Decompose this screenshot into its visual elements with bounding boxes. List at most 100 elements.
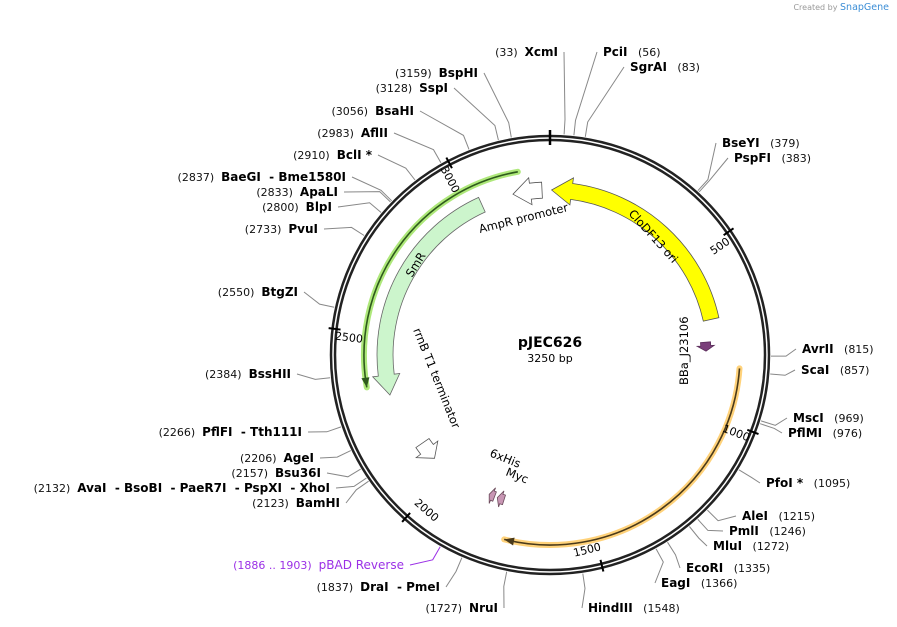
site-leader-line [393, 132, 442, 164]
site-leader-line [483, 72, 512, 138]
site-name: BlpI [306, 200, 332, 214]
site-msci[interactable]: MscI (969) [760, 411, 864, 426]
site-name: pBAD Reverse [319, 558, 404, 572]
site-name: SspI [419, 81, 448, 95]
site-position: (1215) [768, 510, 815, 523]
feature-arrow-myc[interactable] [496, 490, 507, 508]
tick-mark [746, 428, 759, 436]
feature-line[interactable] [504, 368, 741, 546]
site-label: (2206) AgeI [240, 451, 314, 465]
site-name: AgeI [284, 451, 314, 465]
tick-mark [445, 157, 453, 169]
site-position: (56) [628, 46, 661, 59]
site-label: AvrII (815) [802, 342, 874, 356]
site-aflii[interactable]: (2983) AflII [317, 126, 442, 164]
site-alei[interactable]: AleI (1215) [707, 509, 815, 523]
site-apali[interactable]: (2833) ApaLI [256, 185, 391, 203]
site-bsshii[interactable]: (2384) BssHII [205, 367, 331, 381]
site-label: EagI (1366) [661, 576, 737, 590]
site-leader-line [707, 509, 737, 522]
feature-arrowhead [361, 377, 370, 388]
site-sspi[interactable]: (3128) SspI [376, 81, 499, 141]
site-label: (2157) Bsu36I [231, 466, 321, 480]
site-label: (1727) NruI [425, 601, 498, 615]
site-pflfi[interactable]: (2266) PflFI - Tth111I [159, 425, 342, 439]
site-position: (1727) [425, 602, 469, 615]
feature-arrow-smr[interactable] [371, 196, 486, 396]
site-label: (33) XcmI [495, 45, 558, 59]
site-pbad[interactable]: (1886 .. 1903) pBAD Reverse [233, 546, 441, 572]
site-pvui[interactable]: (2733) PvuI [245, 222, 365, 236]
site-name: PfoI * [766, 476, 804, 490]
site-scai[interactable]: ScaI (857) [770, 363, 869, 377]
feature-label-ampr-promoter: AmpR promoter [477, 200, 569, 236]
site-label: (2384) BssHII [205, 367, 291, 381]
site-label: (2123) BamHI [252, 496, 340, 510]
site-pspfi[interactable]: PspFI (383) [698, 151, 811, 193]
site-name: BclI * [337, 148, 373, 162]
site-nrui[interactable]: (1727) NruI [425, 571, 508, 615]
site-baegi[interactable]: (2837) BaeGI - Bme1580I [178, 170, 393, 202]
site-leader-line [319, 450, 352, 459]
feature-line[interactable] [363, 171, 518, 388]
features-layer [360, 168, 743, 548]
site-position: (3128) [376, 82, 420, 95]
site-eagi[interactable]: EagI (1366) [654, 548, 737, 590]
site-label: PfoI * (1095) [766, 476, 850, 490]
site-label: (2733) PvuI [245, 222, 318, 236]
site-btgzi[interactable]: (2550) BtgZI [218, 285, 335, 308]
site-avai[interactable]: (2132) AvaI - BsoBI - PaeR7I - PspXI - X… [34, 477, 367, 495]
brand-label: SnapGene [840, 2, 889, 13]
site-pmli[interactable]: PmlI (1246) [697, 518, 806, 538]
feature-arrow-6xhis[interactable] [488, 487, 497, 504]
site-leader-line [296, 373, 331, 380]
site-agei[interactable]: (2206) AgeI [240, 450, 352, 465]
site-avrii[interactable]: AvrII (815) [771, 342, 874, 357]
site-leader-line [584, 66, 625, 137]
site-name: BseYI [722, 136, 760, 150]
site-name: BspHI [439, 66, 478, 80]
site-label: (2833) ApaLI [256, 185, 338, 199]
tick-mark [401, 512, 411, 523]
snapgene-logo: Created by SnapGene [793, 2, 889, 13]
site-pcii[interactable]: PciI (56) [573, 45, 661, 136]
site-pflmi[interactable]: PflMI (976) [759, 423, 862, 440]
site-position: (1548) [633, 602, 680, 615]
tick-label: 1500 [572, 540, 602, 559]
feature-arrow-clodf13-ori[interactable] [550, 177, 720, 322]
site-xcmi[interactable]: (33) XcmI [495, 45, 566, 135]
tick-label: 3000 [438, 164, 463, 195]
site-position: (2910) [293, 149, 337, 162]
site-bsu36i[interactable]: (2157) Bsu36I [231, 466, 361, 480]
site-leader-line [345, 480, 369, 504]
feature-arrow-bba-j23106[interactable] [695, 341, 716, 352]
feature-arrow-rrnb-t1-terminator[interactable] [415, 437, 439, 459]
site-name: BaeGI - Bme1580I [221, 170, 346, 184]
site-bsahi[interactable]: (3056) BsaHI [332, 104, 470, 150]
site-position: (857) [829, 364, 869, 377]
feature-arrow-ampr-promoter[interactable] [512, 176, 543, 206]
site-drai[interactable]: (1837) DraI - PmeI [317, 557, 463, 594]
site-bamhi[interactable]: (2123) BamHI [252, 480, 369, 510]
site-blpi[interactable]: (2800) BlpI [262, 200, 382, 214]
site-name: PspFI [734, 151, 771, 165]
site-bseyi[interactable]: BseYI (379) [697, 136, 800, 192]
site-ecori[interactable]: EcoRI (1335) [667, 541, 771, 575]
site-pfoi[interactable]: PfoI * (1095) [738, 469, 850, 490]
feature-arrowhead [504, 537, 515, 546]
site-label: (2266) PflFI - Tth111I [159, 425, 302, 439]
site-label: (2837) BaeGI - Bme1580I [178, 170, 346, 184]
site-leader-line [377, 154, 416, 181]
site-bsphi[interactable]: (3159) BspHI [395, 66, 512, 138]
site-leader-line [563, 51, 566, 135]
site-bcli[interactable]: (2910) BclI * [293, 148, 416, 181]
feature-label-6xhis: 6xHis [488, 446, 523, 471]
site-position: (2132) [34, 482, 78, 495]
site-sgrai[interactable]: SgrAI (83) [584, 60, 700, 137]
site-hindiii[interactable]: HindIII (1548) [581, 573, 680, 615]
site-mlui[interactable]: MluI (1272) [689, 526, 789, 554]
site-leader-line [335, 477, 367, 489]
site-label: EcoRI (1335) [686, 561, 770, 575]
site-position: (815) [834, 343, 874, 356]
